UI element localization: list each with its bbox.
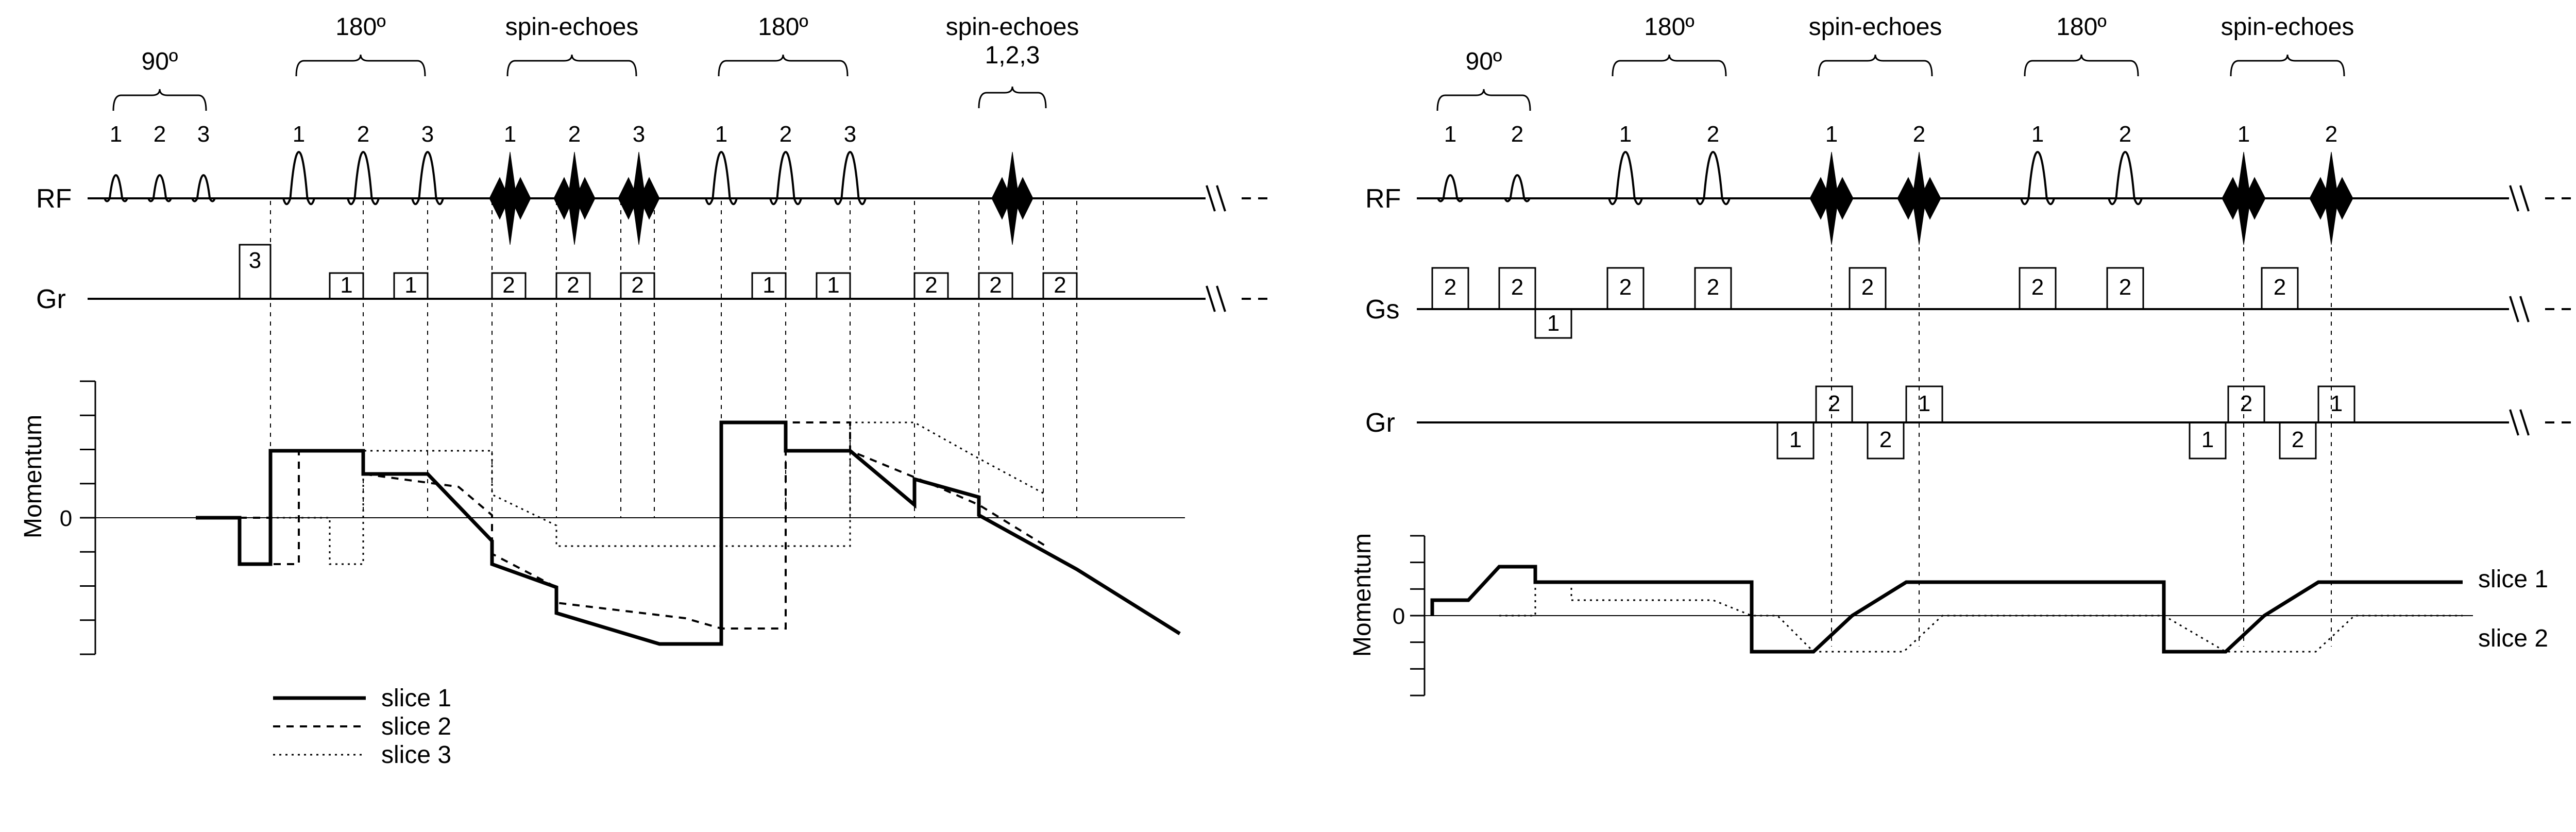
svg-text:2: 2: [2274, 275, 2286, 300]
pulse-index: 2: [154, 122, 166, 147]
pulse-index: 3: [844, 122, 856, 147]
svg-text:3: 3: [249, 248, 261, 273]
svg-text:1: 1: [1918, 391, 1930, 416]
group-label: 90º: [1466, 48, 1502, 75]
svg-text:2: 2: [2292, 427, 2304, 452]
svg-text:1: 1: [1789, 427, 1802, 452]
group-label: 90º: [142, 48, 178, 75]
svg-text:2: 2: [1828, 391, 1840, 416]
pulse-index: 2: [1707, 122, 1719, 147]
slice1-label: slice 1: [2478, 566, 2548, 593]
group-label: spin-echoes: [946, 13, 1079, 41]
svg-text:2: 2: [1879, 427, 1892, 452]
svg-text:2: 2: [1511, 275, 1523, 300]
momentum-slice3: [270, 422, 1046, 564]
legend-entry: slice 2: [381, 713, 451, 740]
momentum-slice2: [240, 422, 1046, 629]
pulse-index: 3: [633, 122, 645, 147]
slice2-label: slice 2: [2478, 625, 2548, 652]
pulse-index: 2: [1511, 122, 1523, 147]
svg-text:1: 1: [2330, 391, 2343, 416]
pulse-index: 2: [779, 122, 792, 147]
pulse-index: 1: [2238, 122, 2250, 147]
pulse-index: 1: [2031, 122, 2044, 147]
svg-text:2: 2: [631, 273, 643, 298]
pulse-index: 1: [715, 122, 727, 147]
svg-text:1: 1: [762, 273, 775, 298]
svg-text:2: 2: [567, 273, 579, 298]
pulse-index: 3: [197, 122, 210, 147]
rf-label: RF: [1365, 184, 1401, 214]
left-sequence-diagram: 90º 1 2 3 180º 1 2 3 spin-echoes 1 2 3 180º 1 2 3 spin-e…: [10, 10, 1298, 822]
pulse-index: 2: [1913, 122, 1925, 147]
pulse-index: 1: [1619, 122, 1632, 147]
rf-label: RF: [36, 184, 72, 214]
svg-text:2: 2: [2240, 391, 2252, 416]
group-label: 180º: [335, 13, 386, 41]
group-label: 180º: [2056, 13, 2107, 41]
zero-label: 0: [1393, 604, 1405, 629]
svg-text:1: 1: [827, 273, 839, 298]
momentum-slice2: [1499, 582, 2463, 652]
right-sequence-diagram: 90º12180º12spin-echoes12180º12spin-echoe…: [1340, 10, 2576, 822]
svg-text:2: 2: [2119, 275, 2131, 300]
group-label: spin-echoes: [1809, 13, 1942, 41]
gr-label: Gr: [36, 284, 66, 314]
svg-text:2: 2: [925, 273, 937, 298]
pulse-index: 3: [421, 122, 434, 147]
legend-entry: slice 1: [381, 685, 451, 712]
momentum-slice1: [196, 422, 1180, 644]
svg-text:2: 2: [502, 273, 515, 298]
pulse-index: 1: [293, 122, 305, 147]
legend-entry: slice 3: [381, 741, 451, 769]
momentum-label: Momentum: [1349, 533, 1376, 657]
momentum-label: Momentum: [20, 415, 47, 538]
group-label: 1,2,3: [985, 42, 1040, 69]
pulse-index: 1: [504, 122, 516, 147]
group-label: spin-echoes: [505, 13, 639, 41]
svg-text:2: 2: [1861, 275, 1874, 300]
svg-text:2: 2: [989, 273, 1002, 298]
pulse-index: 2: [2119, 122, 2131, 147]
group-label: 180º: [1644, 13, 1694, 41]
svg-text:2: 2: [1707, 275, 1719, 300]
svg-text:1: 1: [404, 273, 417, 298]
momentum-slice1: [1432, 567, 2463, 652]
gs-label: Gs: [1365, 295, 1399, 325]
svg-text:2: 2: [1619, 275, 1632, 300]
svg-text:2: 2: [1054, 273, 1066, 298]
svg-text:2: 2: [1444, 275, 1456, 300]
svg-text:2: 2: [2031, 275, 2044, 300]
pulse-index: 1: [1444, 122, 1456, 147]
group-label: spin-echoes: [2221, 13, 2354, 41]
gr-label: Gr: [1365, 408, 1395, 438]
pulse-index: 1: [110, 122, 122, 147]
pulse-index: 1: [1825, 122, 1838, 147]
svg-text:1: 1: [1547, 311, 1560, 336]
svg-text:1: 1: [340, 273, 352, 298]
pulse-index: 2: [357, 122, 369, 147]
svg-text:1: 1: [2201, 427, 2214, 452]
pulse-index: 2: [2325, 122, 2337, 147]
group-label: 180º: [758, 13, 808, 41]
pulse-index: 2: [568, 122, 581, 147]
zero-label: 0: [60, 506, 72, 531]
